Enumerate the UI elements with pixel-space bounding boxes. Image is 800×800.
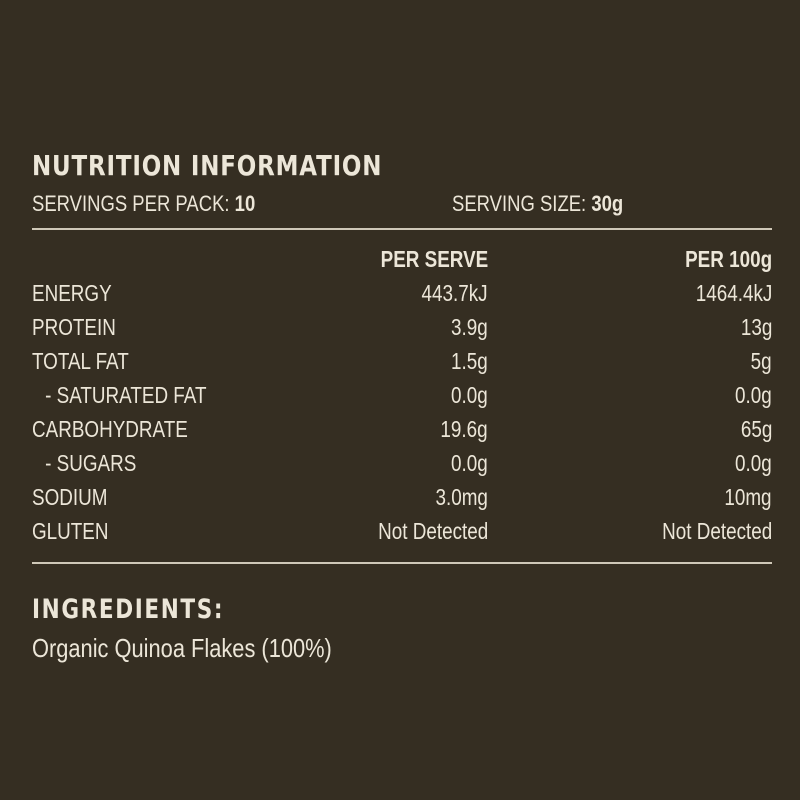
nutrition-table: PER SERVE PER 100g ENERGY 443.7kJ 1464.4kJ… — [32, 242, 772, 548]
nutrient-name: CARBOHYDRATE — [32, 416, 188, 442]
table-row: GLUTEN Not Detected Not Detected — [32, 514, 772, 548]
per-serve-value: Not Detected — [377, 518, 488, 544]
per-serve-value: 3.0mg — [435, 484, 488, 510]
nutrition-title: NUTRITION INFORMATION — [32, 149, 383, 182]
bottom-divider — [32, 562, 772, 564]
nutrient-name: - SATURATED FAT — [45, 382, 207, 408]
per-serve-value: 3.9g — [451, 314, 488, 340]
servings-row: SERVINGS PER PACK: 10 SERVING SIZE: 30g — [32, 188, 772, 220]
per-100g-value: 1464.4kJ — [695, 280, 772, 306]
top-divider — [32, 228, 772, 230]
per-serve-value: 0.0g — [451, 450, 488, 476]
nutrient-name: SODIUM — [32, 484, 108, 510]
per-100g-value: 5g — [751, 348, 772, 374]
serving-size-value: 30g — [591, 191, 624, 216]
table-header-row: PER SERVE PER 100g — [32, 242, 772, 276]
nutrient-name: ENERGY — [32, 280, 112, 306]
nutrient-name: PROTEIN — [32, 314, 116, 340]
serving-size: SERVING SIZE: 30g — [452, 188, 623, 220]
table-row: SODIUM 3.0mg 10mg — [32, 480, 772, 514]
column-header-per-serve: PER SERVE — [380, 246, 488, 272]
servings-per-pack: SERVINGS PER PACK: 10 — [32, 188, 255, 220]
table-row: ENERGY 443.7kJ 1464.4kJ — [32, 276, 772, 310]
per-100g-value: 0.0g — [735, 382, 772, 408]
per-serve-value: 443.7kJ — [421, 280, 488, 306]
nutrition-panel: NUTRITION INFORMATION SERVINGS PER PACK:… — [32, 148, 772, 668]
per-100g-value: 13g — [740, 314, 772, 340]
ingredients-heading: INGREDIENTS: — [32, 594, 225, 625]
per-100g-value: 10mg — [724, 484, 772, 510]
nutrient-name: GLUTEN — [32, 518, 109, 544]
column-header-per-100g: PER 100g — [684, 246, 772, 272]
per-serve-value: 1.5g — [451, 348, 488, 374]
table-row: PROTEIN 3.9g 13g — [32, 310, 772, 344]
per-serve-value: 19.6g — [440, 416, 488, 442]
table-row: - SATURATED FAT 0.0g 0.0g — [32, 378, 772, 412]
ingredients-section: INGREDIENTS: Organic Quinoa Flakes (100%… — [32, 592, 772, 668]
per-100g-value: 65g — [740, 416, 772, 442]
servings-per-pack-value: 10 — [234, 191, 256, 216]
table-row: CARBOHYDRATE 19.6g 65g — [32, 412, 772, 446]
per-100g-value: Not Detected — [661, 518, 772, 544]
table-row: TOTAL FAT 1.5g 5g — [32, 344, 772, 378]
servings-per-pack-label: SERVINGS PER PACK: — [32, 191, 230, 216]
nutrient-name: TOTAL FAT — [32, 348, 129, 374]
nutrient-name: - SUGARS — [45, 450, 137, 476]
per-serve-value: 0.0g — [451, 382, 488, 408]
table-row: - SUGARS 0.0g 0.0g — [32, 446, 772, 480]
ingredients-text: Organic Quinoa Flakes (100%) — [32, 633, 332, 663]
serving-size-label: SERVING SIZE: — [452, 191, 587, 216]
column-header-nutrient — [32, 242, 332, 276]
per-100g-value: 0.0g — [735, 450, 772, 476]
